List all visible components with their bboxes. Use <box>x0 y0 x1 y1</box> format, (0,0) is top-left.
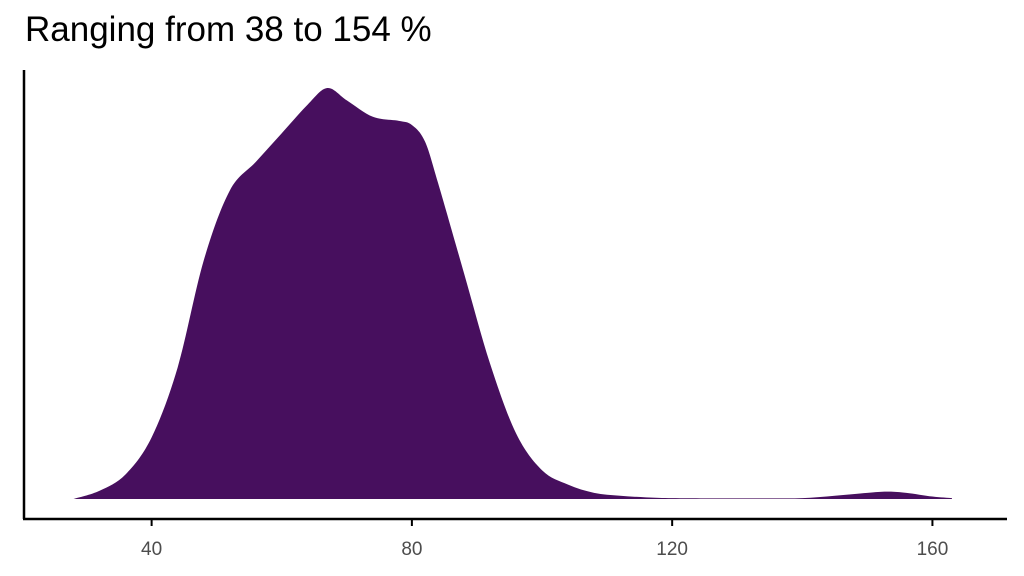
density-area <box>73 87 952 499</box>
x-tick-label: 120 <box>656 539 688 560</box>
x-axis-ticks: 40 80 120 160 <box>141 519 948 560</box>
chart-title: Ranging from 38 to 154 % <box>25 10 432 49</box>
x-tick-label: 160 <box>917 539 949 560</box>
x-tick-label: 40 <box>141 539 162 560</box>
density-area-layer <box>73 87 952 499</box>
x-tick-label: 80 <box>401 539 422 560</box>
